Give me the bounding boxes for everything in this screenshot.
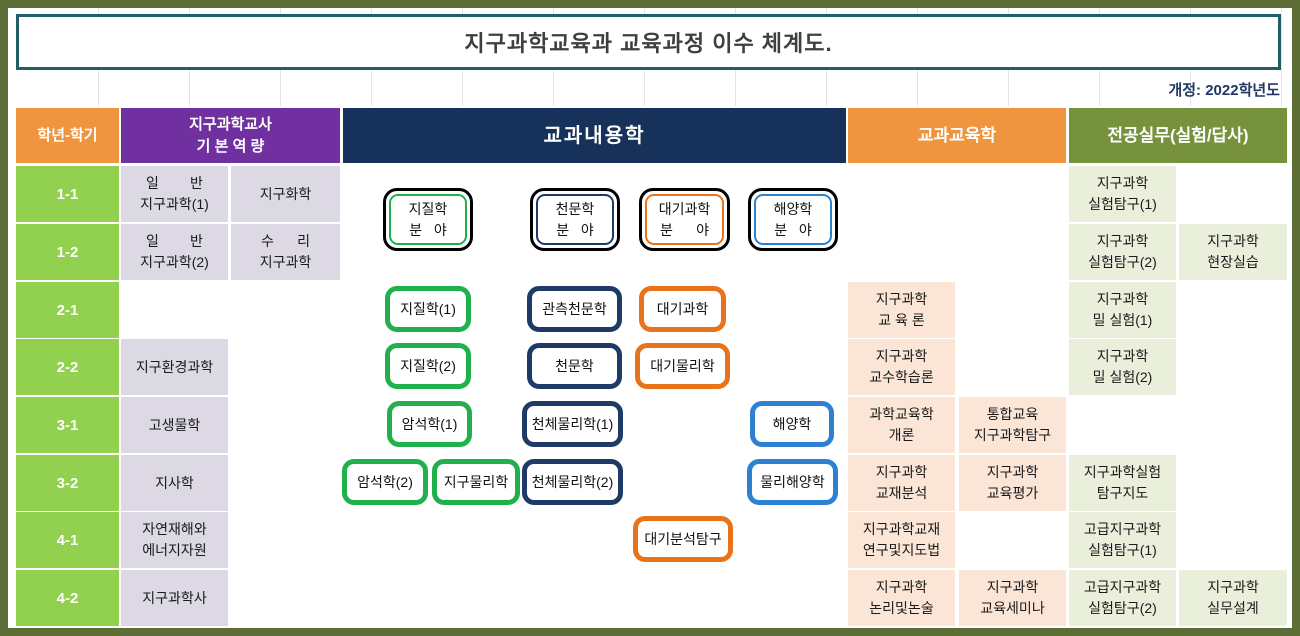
course-box-geology-2: 지질학(2) — [385, 343, 471, 389]
course-box-atmospheric-analysis-inquiry: 대기분석탐구 — [633, 516, 733, 562]
cell-historical-geology: 지사학 — [121, 455, 228, 511]
cell-logic-and-essay: 지구과학 논리및논술 — [848, 570, 955, 626]
header-subject-content: 교과내용학 — [343, 108, 846, 163]
course-box-physical-oceanography: 물리해양학 — [747, 459, 838, 505]
semester-label-4-1: 4-1 — [16, 512, 119, 568]
cell-teaching-material-analysis: 지구과학 교재분석 — [848, 455, 955, 511]
field-box-oceanography-label: 해양학 분 야 — [754, 194, 832, 245]
course-box-astrophysics-1: 천체물리학(1) — [522, 401, 623, 447]
cell-teaching-learning-theory: 지구과학 교수학습론 — [848, 339, 955, 395]
field-box-atmospheric-science-label: 대기과학 분 야 — [645, 194, 724, 245]
cell-general-earth-science-2: 일 반 지구과학(2) — [121, 224, 228, 280]
course-box-atmospheric-science: 대기과학 — [639, 286, 726, 332]
cell-paleontology: 고생물학 — [121, 397, 228, 453]
course-box-geology-1: 지질학(1) — [385, 286, 471, 332]
chart-title-box: 지구과학교육과 교육과정 이수 체계도. — [16, 14, 1281, 70]
course-box-geophysics: 지구물리학 — [432, 459, 520, 505]
field-box-atmospheric-science: 대기과학 분 야 — [639, 188, 730, 251]
cell-integrated-education-inquiry: 통합교육 지구과학탐구 — [959, 397, 1066, 453]
course-box-astrophysics-2: 천체물리학(2) — [522, 459, 623, 505]
course-box-oceanography: 해양학 — [750, 401, 834, 447]
cell-lab-experiment-1: 지구과학 밀 실험(1) — [1069, 282, 1176, 338]
page-title: 지구과학교육과 교육과정 이수 체계도. — [464, 31, 833, 56]
semester-label-3-1: 3-1 — [16, 397, 119, 453]
course-box-petrology-1: 암석학(1) — [387, 401, 472, 447]
cell-mathematical-earth-science: 수 리 지구과학 — [231, 224, 340, 280]
cell-intro-science-education: 과학교육학 개론 — [848, 397, 955, 453]
cell-material-research-guidance: 지구과학교재 연구및지도법 — [848, 512, 955, 568]
cell-experiment-inquiry-1: 지구과학 실험탐구(1) — [1069, 166, 1176, 222]
cell-education-evaluation: 지구과학 교육평가 — [959, 455, 1066, 511]
cell-history-of-earth-science: 지구과학사 — [121, 570, 228, 626]
course-box-petrology-2: 암석학(2) — [342, 459, 428, 505]
semester-label-1-2: 1-2 — [16, 224, 119, 280]
field-box-astronomy-label: 천문학 분 야 — [536, 194, 614, 245]
revision-note: 개정: 2022학년도 — [1168, 82, 1280, 99]
cell-general-earth-science-1: 일 반 지구과학(1) — [121, 166, 228, 222]
cell-earth-environmental-science: 지구환경과학 — [121, 339, 228, 395]
header-major-practice: 전공실무(실험/답사) — [1069, 108, 1287, 163]
cell-natural-disasters-energy: 자연재해와 에너지자원 — [121, 512, 228, 568]
field-box-geology: 지질학 분 야 — [383, 188, 473, 251]
field-box-oceanography: 해양학 분 야 — [748, 188, 838, 251]
cell-lab-experiment-2: 지구과학 밀 실험(2) — [1069, 339, 1176, 395]
semester-label-2-1: 2-1 — [16, 282, 119, 338]
semester-label-2-2: 2-2 — [16, 339, 119, 395]
field-box-astronomy: 천문학 분 야 — [530, 188, 620, 251]
semester-label-4-2: 4-2 — [16, 570, 119, 626]
course-box-observational-astronomy: 관측천문학 — [527, 286, 622, 332]
semester-label-1-1: 1-1 — [16, 166, 119, 222]
cell-advanced-experiment-inquiry-1: 고급지구과학 실험탐구(1) — [1069, 512, 1176, 568]
cell-experiment-inquiry-2: 지구과학 실험탐구(2) — [1069, 224, 1176, 280]
header-subject-pedagogy: 교과교육학 — [848, 108, 1066, 163]
field-box-geology-label: 지질학 분 야 — [389, 194, 467, 245]
header-semester: 학년-학기 — [16, 108, 119, 163]
cell-education-seminar: 지구과학 교육세미나 — [959, 570, 1066, 626]
course-box-atmospheric-physics: 대기물리학 — [635, 343, 730, 389]
cell-field-practice: 지구과학 현장실습 — [1179, 224, 1287, 280]
semester-label-3-2: 3-2 — [16, 455, 119, 511]
cell-earth-chemistry: 지구화학 — [231, 166, 340, 222]
cell-experiment-inquiry-guidance: 지구과학실험 탐구지도 — [1069, 455, 1176, 511]
cell-earth-science-pedagogy: 지구과학 교 육 론 — [848, 282, 955, 338]
header-basic-competency: 지구과학교사 기 본 역 량 — [121, 108, 340, 163]
cell-practical-design: 지구과학 실무설계 — [1179, 570, 1287, 626]
course-box-astronomy: 천문학 — [527, 343, 622, 389]
cell-advanced-experiment-inquiry-2: 고급지구과학 실험탐구(2) — [1069, 570, 1176, 626]
